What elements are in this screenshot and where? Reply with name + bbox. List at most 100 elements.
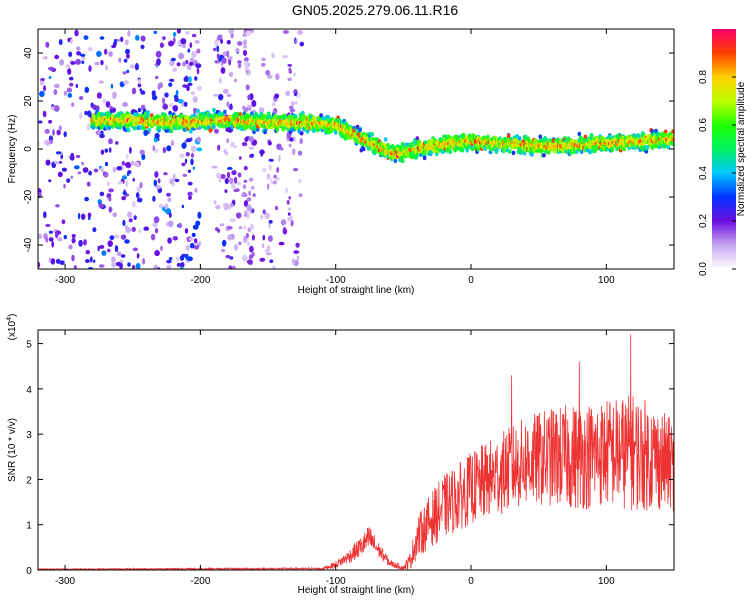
- noise-cell: [48, 76, 52, 79]
- noise-cell: [262, 167, 267, 173]
- ridge-cell: [254, 112, 259, 117]
- noise-cell: [196, 85, 203, 91]
- noise-cell: [235, 212, 242, 219]
- noise-cell: [110, 83, 114, 89]
- noise-cell: [246, 204, 252, 212]
- noise-cell: [178, 52, 185, 60]
- ridge-cell: [577, 131, 582, 137]
- noise-cell: [121, 161, 126, 166]
- noise-cell: [187, 191, 193, 196]
- noise-cell: [289, 137, 294, 142]
- noise-cell: [290, 219, 294, 227]
- noise-cell: [48, 237, 54, 242]
- noise-cell: [220, 174, 226, 179]
- x-tick-label: -100: [326, 275, 346, 286]
- noise-cell: [288, 143, 292, 148]
- noise-cell: [226, 50, 230, 58]
- noise-cell: [226, 138, 229, 144]
- noise-cell: [190, 91, 195, 96]
- noise-cell: [118, 57, 122, 63]
- noise-cell: [61, 167, 67, 172]
- ridge-cell: [671, 137, 674, 142]
- noise-cell: [298, 178, 302, 184]
- noise-cell: [220, 38, 224, 44]
- noise-cell: [162, 103, 168, 110]
- noise-cell: [155, 50, 162, 58]
- noise-cell: [293, 167, 299, 172]
- noise-cell: [228, 71, 234, 78]
- noise-cell: [244, 137, 249, 142]
- ridge-cell: [223, 109, 227, 115]
- noise-cell: [86, 181, 91, 187]
- noise-cell: [229, 203, 234, 208]
- noise-cell: [274, 93, 280, 99]
- noise-cell: [140, 35, 146, 42]
- noise-cell: [216, 53, 220, 60]
- ridge-cell: [610, 146, 614, 151]
- noise-cell: [249, 245, 254, 253]
- noise-cell: [243, 39, 247, 46]
- noise-cell: [164, 203, 169, 210]
- noise-cell: [48, 230, 53, 234]
- noise-cell: [67, 93, 73, 98]
- noise-cell: [195, 63, 202, 69]
- noise-cell: [250, 153, 255, 158]
- noise-cell: [166, 264, 172, 269]
- ridge-cell: [506, 133, 511, 139]
- noise-cell: [73, 165, 80, 170]
- noise-cell: [102, 171, 106, 176]
- noise-cell: [247, 241, 250, 246]
- noise-cell: [213, 200, 217, 205]
- noise-cell: [166, 260, 172, 264]
- ridge-cell: [448, 149, 453, 155]
- noise-cell: [98, 80, 104, 84]
- noise-cell: [39, 90, 45, 97]
- noise-cell: [194, 40, 200, 44]
- noise-cell: [218, 176, 222, 183]
- noise-cell: [182, 173, 188, 177]
- noise-cell: [153, 179, 157, 187]
- noise-cell: [230, 141, 235, 148]
- noise-cell: [137, 82, 142, 88]
- noise-cell: [98, 203, 104, 209]
- noise-cell: [154, 250, 160, 257]
- noise-cell: [181, 162, 186, 167]
- y-tick-label: -40: [23, 237, 34, 252]
- noise-cell: [154, 227, 159, 234]
- noise-cell: [117, 181, 124, 185]
- noise-cell: [38, 233, 43, 240]
- ridge-cell: [517, 136, 522, 141]
- noise-cell: [168, 257, 173, 261]
- noise-cell: [150, 233, 156, 241]
- noise-cell: [275, 177, 280, 181]
- noise-cell: [227, 234, 232, 241]
- noise-cell: [230, 32, 234, 39]
- noise-cell: [68, 51, 73, 58]
- noise-cell: [267, 245, 270, 252]
- x-tick-label: -200: [190, 275, 210, 286]
- noise-cell: [266, 74, 273, 79]
- noise-cell: [243, 235, 248, 241]
- noise-cell: [105, 64, 108, 71]
- noise-cell: [228, 56, 233, 60]
- noise-cell: [42, 110, 47, 118]
- noise-cell: [231, 183, 236, 190]
- colorbar: 0.0 0.2 0.4 0.6 0.8 Normalized spectral ampl…: [698, 29, 747, 276]
- noise-cell: [218, 93, 224, 101]
- noise-cell: [53, 83, 60, 89]
- noise-cell: [99, 133, 105, 139]
- noise-cell: [241, 191, 247, 197]
- noise-cell: [114, 245, 119, 253]
- noise-cell: [84, 110, 88, 116]
- noise-cell: [108, 196, 112, 202]
- noise-cell: [48, 179, 52, 183]
- noise-cell: [288, 196, 292, 200]
- noise-cell: [79, 96, 84, 100]
- noise-cell: [243, 179, 248, 183]
- noise-cell: [61, 219, 66, 225]
- noise-cell: [181, 142, 187, 149]
- noise-cell: [132, 178, 135, 182]
- noise-cell: [52, 129, 55, 136]
- noise-cell: [293, 72, 296, 77]
- noise-cell: [135, 192, 140, 199]
